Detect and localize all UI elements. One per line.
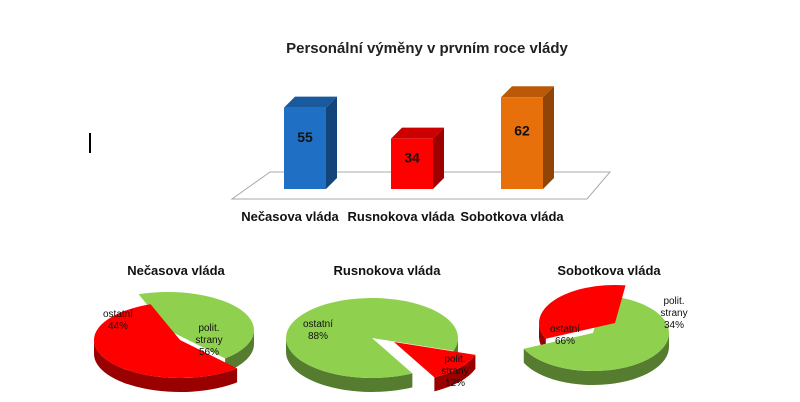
pie-chart: Sobotkova vláda ostatní 66% polit. strany 34% xyxy=(523,263,688,385)
pie-title: Nečasova vláda xyxy=(127,263,225,278)
pie-slice-side xyxy=(285,338,458,392)
bar-side xyxy=(326,96,337,189)
pie-slice-label: ostatní 66% xyxy=(550,324,580,347)
pie-slice-label: polit. strany 12% xyxy=(441,354,468,389)
pie-slice-side xyxy=(523,333,669,385)
bar-value-label: 62 xyxy=(514,122,530,138)
pie-title: Sobotkova vláda xyxy=(557,263,661,278)
pie-slice xyxy=(138,292,254,359)
pie-slice-label: polit. strany 56% xyxy=(195,323,222,358)
pie-slice xyxy=(394,342,476,378)
pie-slice-side xyxy=(225,330,254,373)
bar-side xyxy=(543,86,554,189)
pie-slice-label: polit. strany 34% xyxy=(660,296,687,331)
pie-charts: Nečasova vláda ostatní 44% polit. strany 56% R… xyxy=(93,263,688,392)
bar-chart-title: Personální výměny v prvním roce vlády xyxy=(286,40,568,57)
bar-side xyxy=(433,127,444,189)
bar-category-label: Nečasova vláda xyxy=(241,209,339,224)
pie-slice xyxy=(523,295,669,371)
bar-series: 55 34 62 xyxy=(284,86,554,189)
pie-slice-label: ostatní 44% xyxy=(103,309,133,332)
bar-top xyxy=(501,86,554,98)
bar-front xyxy=(284,107,326,189)
pie-chart: Nečasova vláda ostatní 44% polit. strany 56% xyxy=(93,263,254,392)
bar-value-label: 55 xyxy=(297,129,313,145)
bar-category-label: Rusnokova vláda xyxy=(348,209,456,224)
bar: 62 xyxy=(501,86,554,189)
pie-slice-side xyxy=(434,354,476,392)
bar-category-label: Sobotkova vláda xyxy=(460,209,564,224)
pie-title: Rusnokova vláda xyxy=(334,263,442,278)
text-cursor xyxy=(89,133,91,153)
pie-chart: Rusnokova vláda ostatní 88% polit. strany 12% xyxy=(285,263,476,392)
bar-front xyxy=(501,97,543,189)
pie-slice-side xyxy=(94,340,238,392)
pie-slice xyxy=(93,304,238,378)
bar: 55 xyxy=(284,96,337,189)
bar-front xyxy=(391,138,433,189)
bar-top xyxy=(284,96,337,108)
bar: 34 xyxy=(391,127,444,189)
pie-slice xyxy=(286,298,458,379)
pie-slice xyxy=(539,285,626,339)
bar-value-label: 34 xyxy=(404,149,420,165)
pie-slice-label: ostatní 88% xyxy=(303,319,333,342)
bar-top xyxy=(391,127,444,139)
bar-category-labels: Nečasova vláda Rusnokova vláda Sobotkova v… xyxy=(241,209,564,224)
